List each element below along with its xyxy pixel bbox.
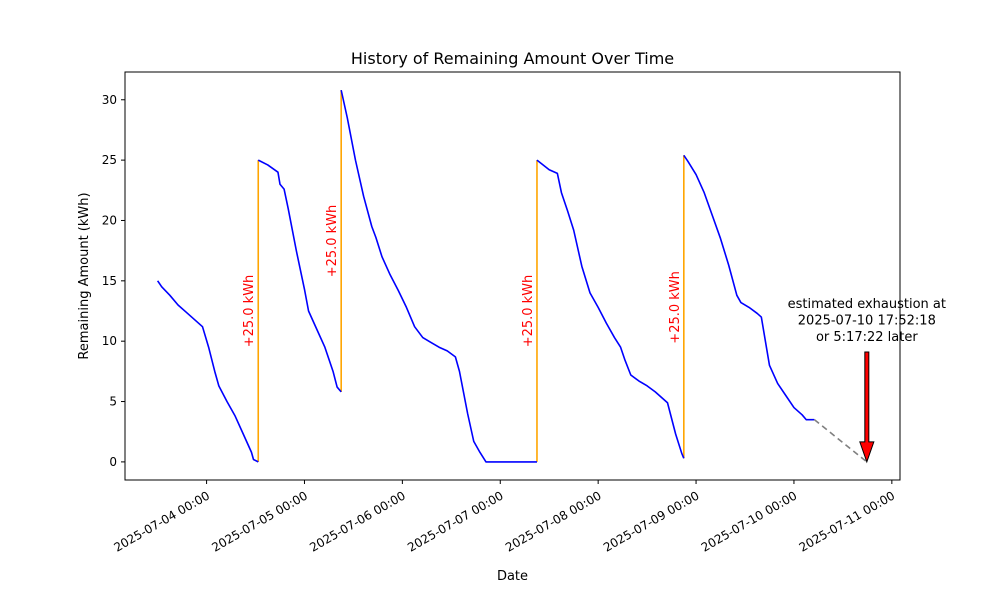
annotation-text-line-2: 2025-07-10 17:52:18 [798,314,936,329]
x-axis-label: Date [497,569,528,584]
refill-label-3: +25.0 kWh [521,275,536,348]
series-line-4 [536,159,685,459]
y-tick-label: 20 [102,213,117,227]
y-axis-label: Remaining Amount (kWh) [77,192,92,359]
y-tick-label: 15 [102,274,117,288]
plot-content: +25.0 kWh +25.0 kWh +25.0 kWh +25.0 kWh [156,89,868,463]
y-tick-label: 5 [109,395,117,409]
chart-title: History of Remaining Amount Over Time [351,49,674,68]
annotation-text-line-1: estimated exhaustion at [788,297,946,312]
exhaustion-arrow [859,351,875,464]
y-tick-label: 10 [102,334,117,348]
exhaustion-annotation: estimated exhaustion at 2025-07-10 17:52:… [788,297,946,464]
annotation-text-line-3: or 5:17:22 later [816,330,918,345]
series-line-1 [156,280,259,463]
y-tick-label: 30 [102,93,117,107]
y-axis: 0 5 10 15 20 25 30 [102,93,125,469]
series-line-5 [683,154,815,421]
y-tick-label: 25 [102,153,117,167]
y-tick-label: 0 [109,455,117,469]
refill-label-2: +25.0 kWh [325,205,340,278]
projection-line [813,419,868,463]
refill-label-1: +25.0 kWh [242,275,257,348]
refill-label-4: +25.0 kWh [668,271,683,344]
series-line-2 [257,159,342,393]
series-line-3 [340,89,537,463]
plot-frame [124,71,901,481]
